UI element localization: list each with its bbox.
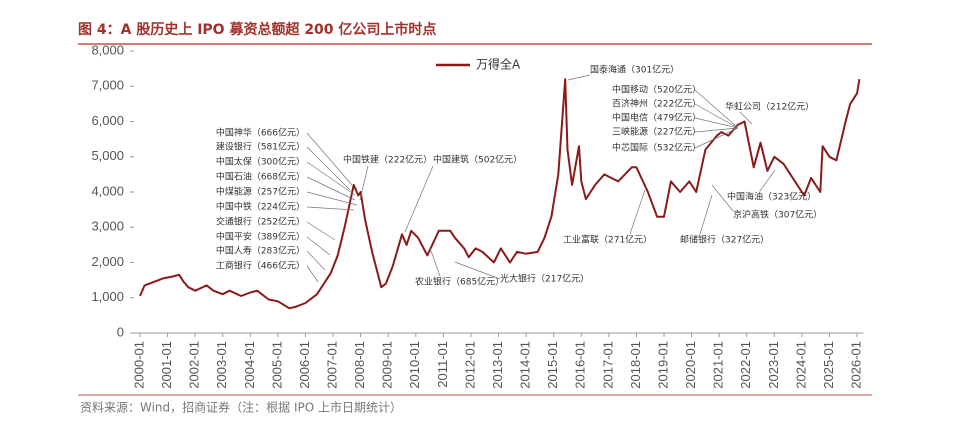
- x-tick-label: 2016-01: [573, 341, 588, 389]
- annotation-leader: [306, 221, 336, 241]
- annotation-leader: [306, 132, 353, 186]
- annotation: 农业银行（685亿元）: [415, 276, 504, 288]
- x-tick-label: 2024-01: [793, 341, 808, 389]
- annotation: 光大银行（217亿元）: [500, 273, 589, 285]
- annotation: 中国电信（479亿元）: [612, 112, 701, 124]
- annotation: 中国神华（666亿元）: [216, 127, 305, 139]
- x-tick-label: 2007-01: [324, 341, 339, 389]
- annotation: 邮储银行（327亿元）: [680, 234, 769, 246]
- x-tick-label: 2013-01: [490, 341, 505, 389]
- annotation-leader: [694, 89, 739, 129]
- annotation: 中国太保（300亿元）: [216, 156, 305, 168]
- annotation-leader: [759, 169, 776, 192]
- annotation: 三峡能源（227亿元）: [612, 126, 701, 138]
- annotation-leader: [739, 111, 753, 125]
- annotation: 中国平安（389亿元）: [216, 231, 305, 243]
- x-tick-label: 2008-01: [352, 341, 367, 389]
- annotation-leader: [699, 194, 713, 235]
- annotation: 百济神州（222亿元）: [612, 98, 701, 110]
- annotation-leader: [429, 247, 441, 277]
- source: 资料来源：Wind，招商证券（注：根据 IPO 上市日期统计）: [80, 400, 402, 415]
- y-tick-label: 1,000: [91, 289, 124, 304]
- annotation: 工商银行（466亿元）: [216, 260, 305, 272]
- x-tick-label: 2014-01: [518, 341, 533, 389]
- annotation-leader: [306, 236, 331, 256]
- annotation: 中煤能源（257亿元）: [216, 186, 305, 198]
- series-line: [139, 78, 861, 310]
- x-tick-label: 2011-01: [435, 341, 450, 388]
- annotation-leader: [694, 127, 739, 133]
- annotation-leader: [306, 250, 326, 271]
- annotation-leader: [306, 146, 351, 191]
- annotation: 中国人寿（283亿元）: [216, 245, 305, 257]
- y-tick-label: 3,000: [91, 219, 124, 234]
- x-tick-label: 2004-01: [242, 341, 257, 389]
- x-tick-label: 2022-01: [738, 341, 753, 389]
- annotation: 中国移动（520亿元）: [612, 84, 701, 96]
- annotation-leader: [711, 184, 734, 212]
- annotation: 华虹公司（212亿元）: [725, 101, 814, 113]
- x-tick-label: 2006-01: [297, 341, 312, 389]
- annotation-leader: [567, 74, 591, 81]
- annotation: 中国海油（323亿元）: [727, 191, 816, 203]
- x-tick-label: 2021-01: [711, 341, 726, 389]
- x-tick-label: 2018-01: [628, 341, 643, 389]
- annotation-leader: [359, 165, 369, 201]
- x-tick-label: 2010-01: [407, 341, 422, 389]
- annotation-leader: [694, 127, 739, 149]
- x-tick-label: 2005-01: [269, 341, 284, 389]
- x-tick-label: 2009-01: [380, 341, 395, 389]
- annotation: 中国建筑（502亿元）: [433, 154, 522, 166]
- x-tick-label: 2017-01: [600, 341, 615, 389]
- x-tick-label: 2002-01: [187, 341, 202, 389]
- annotation: 工业富联（271亿元）: [563, 234, 652, 246]
- annotation-leader: [694, 103, 739, 129]
- x-tick-label: 2023-01: [766, 341, 781, 389]
- y-tick-label: 2,000: [91, 254, 124, 269]
- annotation: 中国铁建（222亿元）: [343, 154, 432, 166]
- x-tick-label: 2000-01: [131, 341, 146, 389]
- legend-label: 万得全A: [476, 57, 521, 72]
- y-tick-label: 6,000: [91, 113, 124, 128]
- x-tick-label: 2019-01: [655, 341, 670, 389]
- annotation: 中芯国际（532亿元）: [612, 142, 701, 154]
- annotation-leader: [306, 191, 358, 206]
- annotation-leader: [306, 176, 356, 201]
- x-tick-label: 2025-01: [821, 341, 836, 389]
- chart-title: 图 4：A 股历史上 IPO 募资总额超 200 亿公司上市时点: [78, 21, 436, 38]
- annotation: 建设银行（581亿元）: [216, 141, 305, 153]
- x-tick-label: 2012-01: [462, 341, 477, 389]
- annotation-leader: [694, 117, 739, 129]
- annotation: 京沪高铁（307亿元）: [733, 209, 822, 221]
- annotation-leader: [306, 161, 356, 196]
- y-tick-label: 8,000: [91, 42, 124, 57]
- y-tick-label: 4,000: [91, 183, 124, 198]
- annotation: 国泰海通（301亿元）: [590, 64, 679, 76]
- annotation-leader: [306, 265, 319, 283]
- annotation-leader: [404, 165, 434, 233]
- annotation-leader: [629, 189, 646, 235]
- y-tick-label: 0: [117, 324, 124, 339]
- annotation-leader: [454, 261, 501, 280]
- x-tick-label: 2001-01: [159, 341, 174, 389]
- x-tick-label: 2003-01: [214, 341, 229, 389]
- y-tick-label: 7,000: [91, 78, 124, 93]
- annotation: 交通银行（252亿元）: [216, 216, 305, 228]
- x-tick-label: 2015-01: [545, 341, 560, 389]
- x-tick-label: 2026-01: [849, 341, 864, 389]
- x-tick-label: 2020-01: [683, 341, 698, 389]
- annotation: 中国石油（668亿元）: [216, 171, 305, 183]
- annotation-leader: [306, 206, 355, 211]
- y-tick-label: 5,000: [91, 148, 124, 163]
- annotation: 中国中铁（224亿元）: [216, 201, 305, 213]
